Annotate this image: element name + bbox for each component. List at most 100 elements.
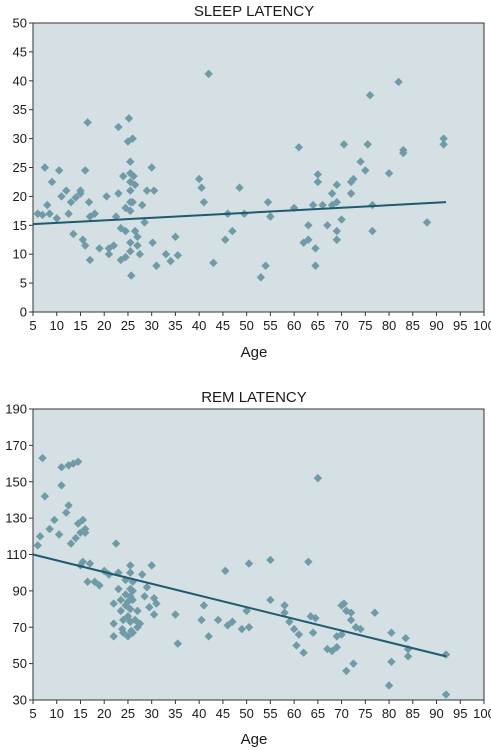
- rem-latency-data-point: [197, 615, 206, 625]
- sleep-latency-data-point: [54, 166, 64, 175]
- sleep-latency-data-point: [304, 235, 313, 244]
- rem-latency-y-ticks: 30 50 70 90 110 130 150 170 190: [5, 402, 33, 708]
- sleep-latency-data-point: [318, 200, 327, 210]
- rem-latency-data-point: [140, 592, 149, 601]
- rem-latency-x-axis-label: Age: [241, 731, 268, 748]
- rem-latency-data-point: [342, 606, 351, 616]
- sleep-latency-data-point: [194, 174, 204, 184]
- sleep-latency-data-point: [137, 200, 147, 210]
- rem-latency-data-point: [142, 583, 152, 592]
- sleep-latency-data-point: [346, 189, 356, 198]
- rem-latency-data-point: [356, 624, 365, 634]
- sleep-latency-data-point: [337, 215, 346, 224]
- sleep-latency-data-point: [126, 186, 135, 195]
- sleep-latency-y-tick-label: 0: [20, 305, 27, 320]
- sleep-latency-data-point: [209, 258, 218, 268]
- sleep-latency-data-point: [133, 241, 142, 250]
- rem-latency-data-point: [337, 630, 346, 639]
- rem-latency-data-point: [38, 453, 47, 463]
- rem-latency-x-tick-label: 80: [382, 706, 396, 721]
- rem-latency-data-point: [66, 539, 76, 548]
- rem-latency-data-point: [121, 575, 130, 585]
- sleep-latency-data-point: [149, 186, 159, 195]
- rem-latency-data-point: [228, 617, 237, 626]
- sleep-latency-data-point: [142, 186, 152, 195]
- rem-latency-data-point: [346, 615, 356, 625]
- sleep-latency-data-point: [124, 114, 134, 123]
- sleep-latency-data-point: [121, 226, 130, 236]
- sleep-latency-x-axis-label: Age: [241, 344, 268, 361]
- rem-latency-data-point: [149, 593, 159, 603]
- sleep-latency-x-tick-label: 100: [473, 318, 491, 333]
- rem-latency-data-point: [311, 613, 320, 623]
- rem-latency-y-tick-label: 70: [13, 620, 27, 635]
- sleep-latency-data-point: [133, 232, 142, 242]
- rem-latency-y-tick-label: 110: [6, 547, 27, 562]
- sleep-latency-data-point: [119, 171, 128, 181]
- rem-latency-data-point: [221, 566, 230, 576]
- sleep-latency-data-point: [439, 140, 448, 149]
- sleep-latency-data-point: [363, 140, 372, 149]
- rem-latency-data-point: [199, 601, 209, 610]
- rem-latency-data-point: [78, 557, 88, 566]
- rem-latency-data-point: [45, 524, 54, 534]
- sleep-latency-data-point: [81, 241, 90, 250]
- sleep-latency-data-point: [313, 170, 323, 179]
- rem-latency-y-tick-label: 190: [5, 402, 27, 417]
- rem-latency-data-point: [266, 595, 275, 605]
- rem-latency-x-tick-label: 65: [311, 706, 325, 721]
- sleep-latency-data-point: [85, 255, 95, 265]
- sleep-latency-data-point: [114, 122, 123, 132]
- rem-latency-data-point: [126, 617, 135, 626]
- rem-latency-data-point: [78, 515, 88, 525]
- sleep-latency-x-tick-label: 60: [287, 318, 301, 333]
- rem-latency-data-point: [308, 628, 318, 637]
- sleep-latency-data-point: [38, 210, 47, 220]
- rem-latency-x-tick-label: 50: [239, 706, 253, 721]
- rem-latency-data-point: [137, 570, 147, 579]
- rem-latency-data-point: [327, 646, 337, 656]
- sleep-latency-data-point: [95, 244, 104, 253]
- rem-latency-data-point: [349, 659, 358, 668]
- sleep-latency-data-point: [116, 223, 126, 233]
- rem-latency-data-point: [401, 633, 410, 643]
- rem-latency-title: REM LATENCY: [201, 389, 307, 406]
- rem-latency-chart: REM LATENCY 30 50 70 90 110 130 150 170 190 5 10 1…: [5, 389, 491, 748]
- rem-latency-data-point: [57, 463, 66, 472]
- sleep-latency-data-point: [52, 214, 61, 223]
- sleep-latency-data-point: [349, 174, 358, 184]
- rem-latency-data-point: [116, 595, 126, 605]
- sleep-latency-data-point: [171, 232, 180, 242]
- sleep-latency-data-point: [221, 235, 230, 244]
- sleep-latency-x-tick-label: 10: [50, 318, 64, 333]
- rem-latency-data-point: [292, 641, 301, 650]
- rem-latency-data-point: [387, 628, 396, 637]
- rem-latency-data-point: [126, 604, 135, 614]
- sleep-latency-data-point: [228, 226, 237, 236]
- sleep-latency-data-point: [69, 229, 78, 239]
- sleep-latency-data-point: [263, 197, 273, 207]
- rem-latency-data-point: [95, 581, 104, 590]
- sleep-latency-data-point: [152, 261, 161, 270]
- rem-latency-x-tick-label: 25: [121, 706, 135, 721]
- sleep-latency-data-point: [332, 180, 342, 190]
- sleep-latency-data-point: [66, 197, 76, 207]
- rem-latency-data-point: [109, 632, 118, 641]
- sleep-latency-data-point: [266, 212, 275, 221]
- sleep-latency-data-point: [104, 250, 114, 259]
- sleep-latency-data-point: [64, 209, 73, 218]
- sleep-latency-data-point: [126, 238, 135, 247]
- sleep-latency-data-point: [394, 77, 403, 87]
- sleep-latency-data-point: [102, 192, 111, 201]
- sleep-latency-data-point: [114, 189, 123, 198]
- rem-latency-data-point: [128, 628, 137, 637]
- sleep-latency-y-tick-label: 5: [20, 276, 27, 291]
- sleep-latency-data-point: [368, 226, 377, 236]
- rem-latency-data-point: [152, 599, 161, 608]
- rem-latency-data-point: [64, 501, 73, 510]
- rem-latency-data-point: [111, 539, 121, 548]
- sleep-latency-data-point: [135, 250, 145, 259]
- rem-latency-data-point: [403, 644, 413, 654]
- sleep-latency-data-point: [439, 134, 448, 143]
